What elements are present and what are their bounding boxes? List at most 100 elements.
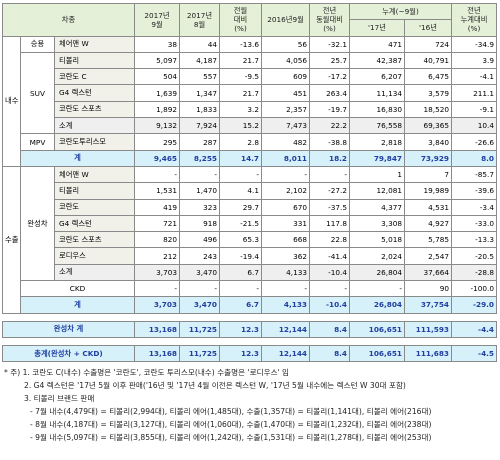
value-cell: 69,365 xyxy=(404,117,453,135)
label-cell: 로디우스 xyxy=(53,247,136,265)
value-cell: -38.8 xyxy=(309,133,351,151)
value-cell: - xyxy=(309,165,351,184)
value-cell: - xyxy=(179,165,221,184)
table-row: 코란도 C 504 557 -9.5 609 -17.2 6,207 6,475 -4.1 xyxy=(3,68,498,86)
value-cell: 4,187 xyxy=(179,51,221,70)
value-cell: 4,133 xyxy=(261,296,311,314)
value-cell: 7 xyxy=(404,165,453,184)
value-cell: 12.3 xyxy=(219,344,263,363)
value-cell: 670 xyxy=(261,198,311,216)
value-cell: 331 xyxy=(261,214,311,233)
value-cell: 25.7 xyxy=(309,51,351,70)
value-cell: -9.1 xyxy=(451,100,498,119)
value-cell: 1,892 xyxy=(134,100,181,119)
header-cell: 차종 xyxy=(1,3,136,37)
value-cell: 6.7 xyxy=(219,296,263,314)
value-cell: 106,651 xyxy=(349,320,406,338)
value-cell: -39.6 xyxy=(451,182,498,200)
table-head: 차종 2017년 9월 2017년 8월 전월 대비 (%) 2016년9월 전… xyxy=(1,2,498,37)
value-cell: 13,168 xyxy=(134,344,181,363)
value-cell: 3,840 xyxy=(404,133,453,151)
header-cell: 누계(~9월) xyxy=(349,2,453,21)
label-cell: SUV xyxy=(20,51,55,135)
value-cell: 287 xyxy=(179,133,221,151)
value-cell: 42,387 xyxy=(349,51,406,70)
table-row: CKD - - - - - -90 -100.0 xyxy=(3,280,498,298)
value-cell: 4,531 xyxy=(404,198,453,216)
spacer-row xyxy=(2,312,497,322)
value-cell: 419 xyxy=(134,198,181,216)
value-cell: 3,470 xyxy=(179,263,221,282)
value-cell: 4,056 xyxy=(261,51,311,70)
header-cell: '17년 xyxy=(349,19,406,37)
value-cell: 1,531 xyxy=(134,182,181,200)
value-cell: - xyxy=(134,280,181,298)
value-cell: 1 xyxy=(349,165,406,184)
value-cell: 117.8 xyxy=(309,214,351,233)
table-row: MPV 코란도투리스모 295 287 2.8 482 -38.8 2,818 3,840 -26… xyxy=(3,133,498,151)
value-cell: 19,989 xyxy=(404,182,453,200)
value-cell: 38 xyxy=(134,35,181,53)
label-cell: CKD xyxy=(19,280,136,298)
value-cell: 8,255 xyxy=(179,149,221,167)
value-cell: 111,593 xyxy=(404,320,453,338)
value-cell: 451 xyxy=(261,84,311,102)
value-cell: 820 xyxy=(134,231,181,249)
value-cell: -4.1 xyxy=(451,68,498,86)
value-cell: 3,703 xyxy=(134,296,181,314)
value-cell: -19.7 xyxy=(309,100,351,119)
value-cell: 212 xyxy=(134,247,181,265)
value-cell: 12.3 xyxy=(219,320,263,338)
footnote-line: - 8월 내수(4,187대) = 티볼리(3,127대), 티볼리 에어(1,… xyxy=(30,420,432,430)
label-cell: 총계(완성차 + CKD) xyxy=(1,344,136,363)
label-cell: 코란도 C xyxy=(53,68,136,86)
table-row: 소계 3,703 3,470 6.7 4,133 -10.4 26,804 37,664 -28… xyxy=(3,263,498,282)
value-cell: 295 xyxy=(134,133,181,151)
value-cell: 90 xyxy=(404,280,453,298)
value-cell: -27.2 xyxy=(309,182,351,200)
label-cell: 코란도 스포츠 xyxy=(53,231,136,249)
value-cell: -28.8 xyxy=(451,263,498,282)
value-cell: - xyxy=(179,280,221,298)
value-cell: 3,703 xyxy=(134,263,181,282)
value-cell: 10.4 xyxy=(451,117,498,135)
label-cell: 완성차 계 xyxy=(1,320,136,338)
value-cell: -34.9 xyxy=(451,35,498,53)
label-cell: 티볼리 xyxy=(53,182,136,200)
value-cell: 557 xyxy=(179,68,221,86)
value-cell: 11,134 xyxy=(349,84,406,102)
table-row: 수출 완성차 체어맨 W - - - - -1 7 -85.7 xyxy=(2,165,498,314)
value-cell: 106,651 xyxy=(349,344,406,363)
value-cell: -19.4 xyxy=(219,247,263,265)
header-cell: 전년 동월대비 (%) xyxy=(309,3,351,37)
value-cell: 2,102 xyxy=(261,182,311,200)
value-cell: 721 xyxy=(134,214,181,233)
value-cell: 362 xyxy=(261,247,311,265)
value-cell: 211.1 xyxy=(451,84,498,102)
value-cell: 1,347 xyxy=(179,84,221,102)
table-row: 계 9,465 8,255 14.7 8,011 18.2 79,847 73,929 8.0 xyxy=(3,149,498,167)
value-cell: 263.4 xyxy=(309,84,351,102)
page: 차종 2017년 9월 2017년 8월 전월 대비 (%) 2016년9월 전… xyxy=(1,2,498,442)
footnote-line: - 7월 내수(4,479대) = 티볼리(2,994대), 티볼리 에어(1,… xyxy=(30,407,432,417)
spacer-cell xyxy=(2,312,497,322)
table-row: 코란도 419 323 29.7 670 -37.5 4,377 4,531 -3.4 xyxy=(3,198,498,216)
header-cell: 전월 대비 (%) xyxy=(219,3,263,37)
value-cell: 44 xyxy=(179,35,221,53)
value-cell: 4,927 xyxy=(404,214,453,233)
table-row: SUV 티볼리 5,097 4,187 21.7 4,056 25.7 42,387 40,79… xyxy=(3,51,498,135)
header-cell: 2017년 8월 xyxy=(179,3,221,37)
value-cell: -13.6 xyxy=(219,35,263,53)
value-cell: 1,833 xyxy=(179,100,221,119)
value-cell: 12,144 xyxy=(261,320,311,338)
value-cell: 3,308 xyxy=(349,214,406,233)
value-cell: 9,465 xyxy=(134,149,181,167)
value-cell: -33.0 xyxy=(451,214,498,233)
value-cell: -10.4 xyxy=(309,263,351,282)
value-cell: -21.5 xyxy=(219,214,263,233)
value-cell: 18,520 xyxy=(404,100,453,119)
value-cell: -100.0 xyxy=(451,280,498,298)
header-cell: '16년 xyxy=(404,19,453,37)
value-cell: 12,144 xyxy=(261,344,311,363)
table-row: 총계(완성차 + CKD) 13,168 11,725 12.3 12,144 8.4 10… xyxy=(1,344,498,363)
